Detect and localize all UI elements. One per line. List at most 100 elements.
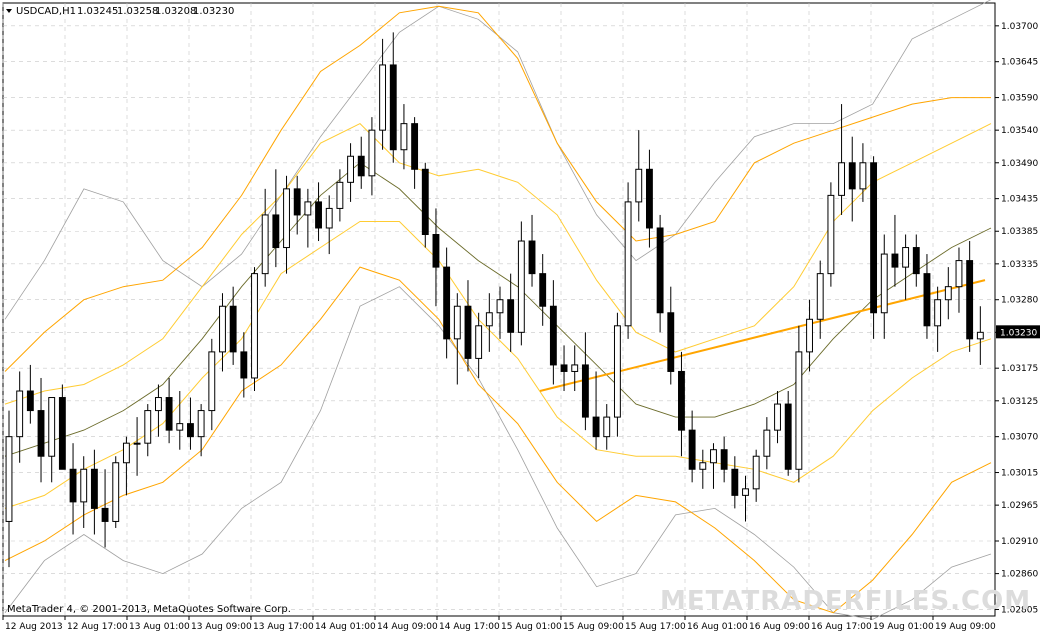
- candle-body-bear: [870, 162, 878, 314]
- candle: [795, 325, 803, 483]
- candle-body-bull: [379, 64, 387, 131]
- candle-body-bear: [240, 351, 248, 379]
- candle: [80, 456, 88, 528]
- candle: [229, 286, 237, 365]
- candle: [699, 449, 707, 489]
- candle: [485, 293, 493, 352]
- x-tick-label: 15 Aug 09:00: [563, 622, 624, 632]
- candle-body-bull: [251, 273, 258, 379]
- candle-body-bull: [485, 312, 493, 327]
- candle: [923, 254, 931, 339]
- candle-body-bear: [101, 507, 109, 522]
- candle-body-bear: [923, 273, 931, 327]
- candle-body-bear: [69, 468, 77, 503]
- x-tick-label: 19 Aug 09:00: [935, 622, 996, 632]
- x-tick-label: 12 Aug 2013: [5, 622, 63, 632]
- candle-body-bull: [197, 410, 205, 438]
- candle-body-bear: [229, 305, 237, 353]
- candle-body-bull: [144, 410, 152, 444]
- candle: [774, 391, 781, 444]
- candle-body-bull: [624, 201, 632, 327]
- candle: [251, 267, 258, 392]
- candle-body-bear: [389, 64, 397, 151]
- candle: [955, 247, 963, 313]
- candle-body-bull: [774, 403, 781, 431]
- candle: [69, 443, 77, 535]
- candle-body-bear: [464, 305, 472, 359]
- candle-body-bear: [592, 416, 600, 438]
- band-yellow-upper: [4, 122, 992, 405]
- symbol-label: USDCAD,H1: [16, 6, 76, 17]
- candle: [197, 404, 205, 457]
- candle: [806, 299, 813, 372]
- band-orange-lower: [4, 266, 992, 614]
- candle-body-bear: [58, 397, 66, 470]
- dropdown-triangle-icon[interactable]: [6, 9, 12, 13]
- candle-body-bull: [742, 488, 749, 496]
- y-tick-label: 1.03645: [1001, 58, 1038, 68]
- candle-body-bull: [710, 449, 717, 464]
- y-tick-label: 1.02910: [1001, 537, 1038, 547]
- band-olive-mid: [4, 162, 992, 457]
- candle: [400, 104, 408, 170]
- candle: [208, 338, 216, 431]
- candle-body-bull: [603, 416, 611, 438]
- candle: [667, 286, 675, 385]
- candle-body-bear: [37, 410, 45, 457]
- candle: [827, 182, 835, 287]
- candle-body-bear: [966, 260, 974, 340]
- current-price-badge: 1.03230: [996, 325, 1040, 339]
- candle: [934, 286, 942, 352]
- candle-body-bull: [122, 442, 130, 464]
- candle: [891, 214, 899, 287]
- candle-body-bear: [421, 168, 429, 236]
- candle-body-bull: [5, 436, 13, 522]
- candle-body-bear: [848, 162, 856, 190]
- candle: [443, 247, 451, 359]
- candle-body-bull: [827, 194, 835, 275]
- candle: [144, 404, 152, 457]
- candle-body-bull: [902, 247, 910, 268]
- candle: [283, 175, 290, 274]
- candle-body-bear: [26, 390, 34, 412]
- candle: [48, 397, 56, 483]
- x-tick-label: 14 Aug 09:00: [377, 622, 438, 632]
- candle-body-bull: [112, 462, 120, 522]
- candle-body-bull: [453, 305, 461, 340]
- candle-body-bear: [731, 468, 739, 496]
- candle-body-bear: [678, 370, 685, 431]
- candle-body-bull: [475, 325, 483, 359]
- x-tick-label: 14 Aug 01:00: [315, 622, 376, 632]
- candle-body-bull: [400, 123, 408, 151]
- candle: [187, 397, 194, 450]
- x-tick-label: 16 Aug 09:00: [749, 622, 810, 632]
- candle-body-bull: [934, 299, 942, 327]
- candle-body-bear: [272, 214, 280, 249]
- candle-body-bear: [912, 247, 920, 275]
- price-axis[interactable]: 1.03700 1.03645 1.03590 1.03540 1.03490 1.034…: [995, 22, 1038, 616]
- candle-body-bull: [368, 129, 376, 177]
- candle-body-bear: [432, 234, 440, 268]
- candle: [336, 169, 344, 222]
- candle: [58, 384, 66, 470]
- candle-body-bear: [528, 240, 536, 275]
- candle-body-bear: [656, 227, 664, 314]
- candle-body-bull: [176, 423, 184, 431]
- candle: [528, 214, 536, 287]
- candle: [464, 280, 472, 372]
- candle: [5, 410, 13, 568]
- x-tick-label: 15 Aug 17:00: [625, 622, 686, 632]
- candle-body-bull: [976, 331, 984, 340]
- candle-body-bull: [816, 273, 824, 320]
- time-axis[interactable]: 12 Aug 2013 12 Aug 17:00 13 Aug 01:00 13 Au…: [2, 616, 996, 632]
- candle: [902, 234, 910, 300]
- candle: [976, 306, 984, 365]
- candle-body-bear: [293, 188, 301, 216]
- candle-body-bull: [613, 325, 621, 418]
- candle: [763, 417, 771, 470]
- candle: [944, 267, 952, 320]
- candle: [293, 175, 301, 235]
- candle-body-bear: [315, 201, 322, 229]
